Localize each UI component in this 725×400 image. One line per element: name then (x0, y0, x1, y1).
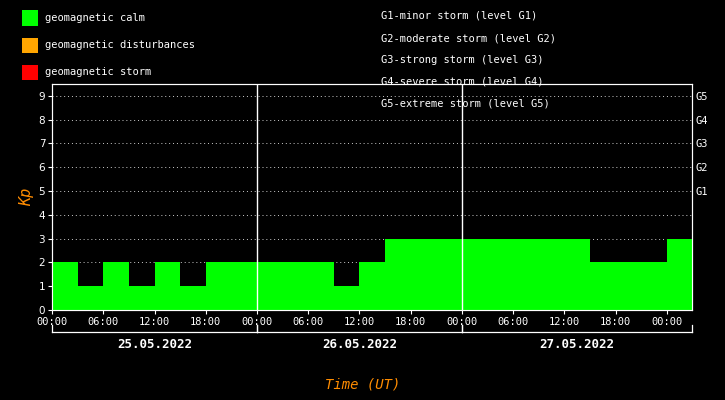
Bar (78, 286, 104, 310)
Bar (283, 262, 308, 310)
Bar (410, 239, 436, 310)
Text: G1-minor storm (level G1): G1-minor storm (level G1) (381, 11, 537, 21)
Bar (308, 262, 334, 310)
Bar (206, 262, 231, 310)
Bar (590, 262, 616, 310)
Text: geomagnetic disturbances: geomagnetic disturbances (45, 40, 195, 50)
Bar (436, 239, 462, 310)
Text: 26.05.2022: 26.05.2022 (322, 338, 397, 350)
Bar (667, 239, 692, 310)
Text: 27.05.2022: 27.05.2022 (539, 338, 615, 350)
Bar (462, 239, 487, 310)
Bar (334, 286, 360, 310)
Bar (231, 262, 257, 310)
Bar (616, 262, 641, 310)
Bar (181, 286, 206, 310)
Text: geomagnetic storm: geomagnetic storm (45, 68, 152, 78)
Text: Time (UT): Time (UT) (325, 377, 400, 391)
Bar (154, 262, 181, 310)
Bar (641, 262, 667, 310)
Text: G2-moderate storm (level G2): G2-moderate storm (level G2) (381, 33, 555, 43)
Bar (564, 239, 590, 310)
Bar (385, 239, 410, 310)
Bar (257, 262, 283, 310)
Bar (52, 262, 78, 310)
Text: 25.05.2022: 25.05.2022 (117, 338, 192, 350)
Text: G5-extreme storm (level G5): G5-extreme storm (level G5) (381, 99, 550, 109)
Bar (487, 239, 513, 310)
Bar (129, 286, 154, 310)
Bar (104, 262, 129, 310)
Bar (513, 239, 539, 310)
Bar (360, 262, 385, 310)
Text: geomagnetic calm: geomagnetic calm (45, 13, 145, 23)
Bar (539, 239, 564, 310)
Y-axis label: Kp: Kp (20, 188, 35, 206)
Text: G3-strong storm (level G3): G3-strong storm (level G3) (381, 55, 543, 65)
Text: G4-severe storm (level G4): G4-severe storm (level G4) (381, 77, 543, 87)
